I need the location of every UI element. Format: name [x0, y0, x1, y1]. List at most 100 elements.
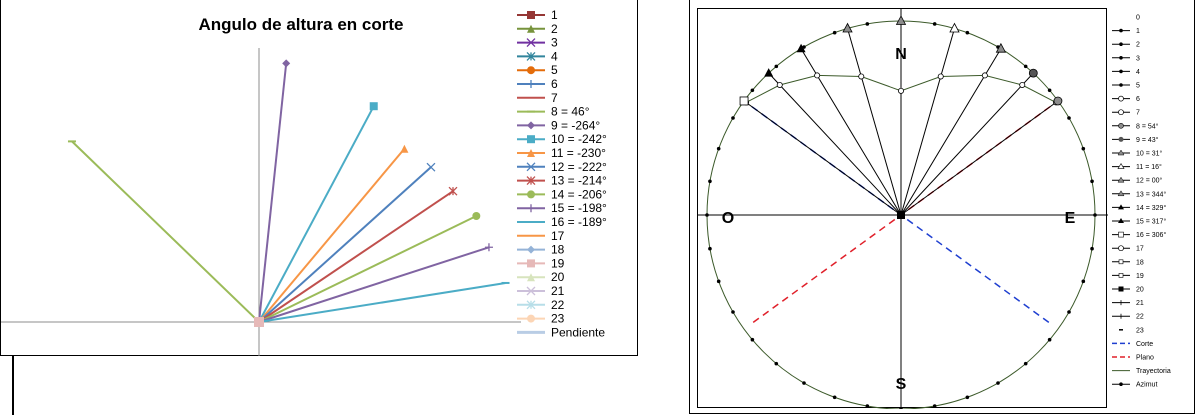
azimuth-legend-label: 11 = 16°	[1136, 163, 1162, 171]
azimuth-legend-entry: 18	[1112, 259, 1144, 266]
legend-marker-5	[527, 66, 535, 75]
series-marker-13	[448, 186, 458, 196]
azimut-tick-dot	[708, 246, 712, 251]
azimuth-legend-label: 3	[1136, 55, 1140, 62]
series-line-12	[258, 166, 432, 323]
legend-marker-9	[527, 121, 535, 130]
azimuth-legend-entry: 13 = 344°	[1112, 190, 1166, 198]
legend-marker-13	[526, 176, 536, 186]
legend-label-10: 10 = -242°	[551, 132, 607, 146]
azimut-tick-dot	[716, 146, 721, 151]
azimut-tick-dot	[1090, 246, 1094, 251]
azimut-tick-dot	[1067, 310, 1071, 314]
azimuth-legend-label: 14 = 329°	[1136, 204, 1166, 212]
ray-marker	[842, 22, 853, 33]
azimut-tick-dot	[832, 395, 837, 400]
legend-entry-11: 11 = -230°	[517, 146, 606, 160]
trayectoria-point	[897, 87, 904, 94]
north-label: N	[895, 46, 907, 63]
azimuth-legend-marker	[1119, 83, 1123, 87]
legend-marker-14	[527, 190, 535, 199]
legend-entry-12: 12 = -222°	[517, 160, 607, 174]
legend-marker-6	[527, 80, 535, 88]
azimuth-legend-label: 20	[1136, 287, 1144, 294]
azimuth-legend-label: 16 = 306°	[1136, 231, 1166, 239]
azimuth-legend-entry: 9 = 43°	[1112, 136, 1159, 144]
azimuth-legend-marker	[1119, 382, 1123, 387]
azimut-ray	[900, 28, 955, 216]
legend-entry-7: 7	[517, 91, 558, 105]
legend-marker-22	[526, 300, 536, 310]
azimut-tick-dot	[731, 116, 735, 120]
legend-label-4: 4	[551, 49, 558, 63]
azimuth-legend-entry: Azimut	[1112, 382, 1157, 389]
azimuth-legend-marker	[1118, 245, 1124, 252]
azimuth-legend-entry: 1	[1112, 28, 1140, 35]
azimut-tick-dot	[774, 64, 779, 69]
azimuth-legend-label: 18	[1136, 259, 1144, 266]
legend-entry-9: 9 = -264°	[517, 118, 600, 132]
legend-marker-3	[526, 38, 536, 48]
origin-marker	[254, 317, 264, 327]
azimuth-legend-marker	[1117, 149, 1125, 156]
azimuth-legend-label: 17	[1136, 246, 1144, 253]
legend-label-22: 22	[551, 298, 565, 312]
azimut-tick-dot	[965, 30, 970, 35]
legend-label-11: 11 = -230°	[551, 146, 606, 160]
azimuth-legend-label: 8 = 54°	[1136, 122, 1159, 130]
azimuth-legend-label: 2	[1136, 42, 1140, 49]
series-marker-12	[426, 162, 436, 172]
azimut-tick-dot	[705, 213, 709, 217]
legend-label-8: 8 = 46°	[551, 105, 590, 119]
legend-entry-15: 15 = -198°	[517, 201, 607, 215]
azimut-tick-dot	[750, 337, 755, 342]
legend-entry-14: 14 = -206°	[517, 187, 607, 201]
azimut-tick-dot	[708, 179, 712, 184]
series-marker-11	[400, 144, 409, 153]
azimuth-legend-entry: 12 = 00°	[1112, 177, 1163, 185]
legend-label-20: 20	[551, 270, 565, 284]
legend-entry-17: 17	[517, 229, 565, 243]
azimuth-legend-marker	[1118, 218, 1124, 223]
azimuth-legend-label: 13 = 344°	[1136, 190, 1166, 198]
left-frame-line	[12, 356, 14, 415]
legend-entry-19: 19	[517, 256, 565, 270]
ray-marker	[1053, 96, 1063, 106]
legend-marker-23	[527, 314, 535, 323]
legend-marker-20	[527, 273, 535, 282]
azimut-tick-dot	[865, 404, 870, 408]
azimut-tick-dot	[1023, 64, 1028, 69]
azimuth-legend-label: 22	[1136, 314, 1144, 321]
azimuth-legend-entry: Plano	[1112, 355, 1154, 362]
series-line-16	[258, 281, 506, 323]
legend-label-1: 1	[551, 8, 558, 22]
legend-label-2: 2	[551, 22, 558, 36]
azimuth-legend-marker	[1119, 28, 1123, 33]
chart-series	[67, 59, 510, 327]
azimuth-legend-entry: 4	[1112, 69, 1140, 76]
series-marker-9	[282, 59, 291, 68]
azimuth-legend-label: 5	[1136, 83, 1140, 90]
azimuth-legend-label: 15 = 317°	[1136, 218, 1166, 226]
legend-marker-4	[526, 51, 536, 61]
azimuth-legend-entry: 16 = 306°	[1112, 231, 1166, 239]
legend-marker-1	[527, 11, 535, 19]
legend-marker-15	[527, 204, 535, 213]
center-marker	[897, 211, 905, 219]
azimut-tick-dot	[802, 381, 806, 385]
azimuth-legend-label: 6	[1136, 96, 1140, 103]
legend-label-12: 12 = -222°	[551, 160, 607, 174]
azimuth-legend-marker	[1118, 259, 1124, 265]
azimut-tick-dot	[1093, 213, 1097, 217]
azimut-tick-dot	[832, 30, 837, 35]
azimuth-legend-label: 23	[1136, 327, 1144, 334]
azimuth-legend-entry: 2	[1112, 42, 1140, 49]
azimut-tick-dot	[750, 88, 755, 93]
azimuth-legend-entry: 14 = 329°	[1112, 204, 1166, 212]
legend-entry-22: 22	[517, 298, 565, 312]
trayectoria-point	[981, 72, 988, 79]
